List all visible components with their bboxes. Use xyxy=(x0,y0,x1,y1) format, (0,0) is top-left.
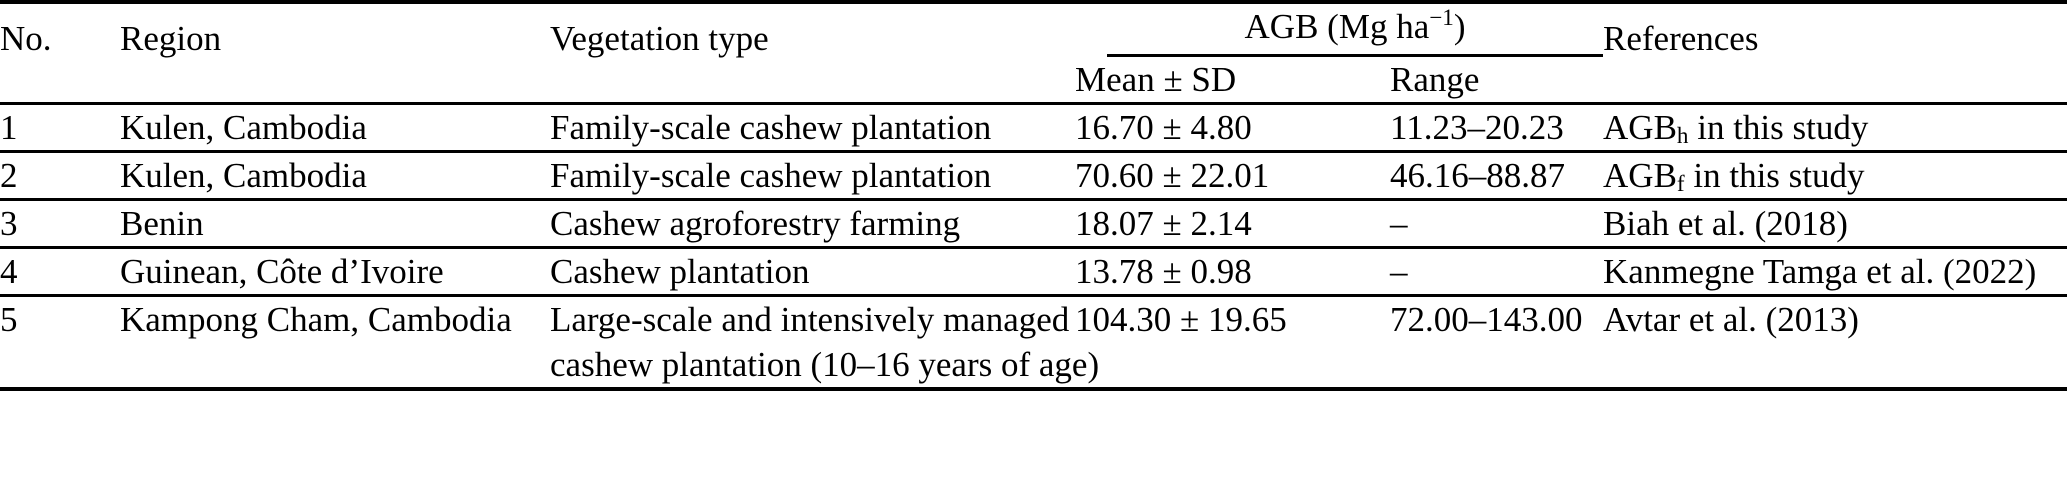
table-row: 2 Kulen, Cambodia Family-scale cashew pl… xyxy=(0,151,2067,200)
cell-reference: Avtar et al. (2013) xyxy=(1603,296,2067,390)
header-vegetation-type: Vegetation type xyxy=(550,19,769,58)
reference-text: AGB xyxy=(1603,108,1677,147)
cell-mean-sd: 104.30 ± 19.65 xyxy=(1075,300,1287,339)
header-row-group: No. Region Vegetation type AGB (Mg ha−1)… xyxy=(0,2,2067,58)
cell-range: – xyxy=(1390,204,1408,243)
reference-text: Biah et al. (2018) xyxy=(1603,204,1848,243)
cell-region: Kampong Cham, Cambodia xyxy=(120,300,512,339)
cell-range: 11.23–20.23 xyxy=(1390,108,1564,147)
vegetation-line: Family-scale cashew plantation xyxy=(550,108,992,147)
header-references: References xyxy=(1603,19,1759,58)
cell-reference: Biah et al. (2018) xyxy=(1603,200,2067,248)
reference-text-suffix: in this study xyxy=(1684,156,1865,195)
agb-comparison-table: No. Region Vegetation type AGB (Mg ha−1)… xyxy=(0,0,2067,391)
cell-range: – xyxy=(1390,252,1408,291)
header-mean-sd: Mean ± SD xyxy=(1075,60,1237,99)
cell-reference: AGBf in this study xyxy=(1603,152,2067,200)
cell-region: Guinean, Côte d’Ivoire xyxy=(120,252,444,291)
header-region: Region xyxy=(120,19,222,58)
header-row-sub: Mean ± SD Range xyxy=(0,57,2067,104)
cell-no: 1 xyxy=(0,108,18,147)
cell-vegetation-type: Family-scale cashew plantation xyxy=(550,152,1075,200)
table-row: 3 Benin Cashew agroforestry farming 18.0… xyxy=(0,199,2067,248)
table-row: 5 Kampong Cham, Cambodia Large-scale and… xyxy=(0,295,2067,390)
cell-mean-sd: 70.60 ± 22.01 xyxy=(1075,156,1270,195)
cell-vegetation-type: Large-scale and intensively managed cashe… xyxy=(550,296,1100,390)
agb-group-label: AGB (Mg ha−1) xyxy=(1107,4,1604,57)
cell-no: 2 xyxy=(0,156,18,195)
cell-no: 5 xyxy=(0,300,18,339)
table-row: 4 Guinean, Côte d’Ivoire Cashew plantati… xyxy=(0,247,2067,296)
table-body: 1 Kulen, Cambodia Family-scale cashew pl… xyxy=(0,104,2067,390)
reference-text: Avtar et al. (2013) xyxy=(1603,300,1859,339)
cell-mean-sd: 16.70 ± 4.80 xyxy=(1075,108,1252,147)
cell-vegetation-type: Family-scale cashew plantation xyxy=(550,104,1075,152)
reference-text-suffix: in this study xyxy=(1688,108,1869,147)
cell-region: Kulen, Cambodia xyxy=(120,156,367,195)
header-agb-group: AGB (Mg ha−1) xyxy=(1075,2,1604,57)
cell-vegetation-type: Cashew plantation xyxy=(550,248,1075,296)
vegetation-line: Cashew agroforestry farming xyxy=(550,204,961,243)
vegetation-line: Large-scale and intensively managed xyxy=(550,300,1070,339)
cell-no: 3 xyxy=(0,204,18,243)
cell-no: 4 xyxy=(0,252,18,291)
vegetation-line: cashew plantation (10–16 years of age) xyxy=(550,345,1100,384)
cell-region: Kulen, Cambodia xyxy=(120,108,367,147)
reference-subscript: h xyxy=(1676,122,1689,149)
reference-text: Kanmegne Tamga et al. (2022) xyxy=(1603,252,2037,291)
table-row: 1 Kulen, Cambodia Family-scale cashew pl… xyxy=(0,104,2067,152)
cell-mean-sd: 13.78 ± 0.98 xyxy=(1075,252,1252,291)
cell-vegetation-type: Cashew agroforestry farming xyxy=(550,200,1075,248)
cell-mean-sd: 18.07 ± 2.14 xyxy=(1075,204,1252,243)
agb-unit-exponent: −1 xyxy=(1429,4,1454,31)
reference-subscript: f xyxy=(1676,170,1685,197)
agb-unit-prefix: AGB (Mg ha xyxy=(1244,7,1430,46)
agb-unit-suffix: ) xyxy=(1453,7,1466,46)
vegetation-line: Family-scale cashew plantation xyxy=(550,156,992,195)
cell-range: 46.16–88.87 xyxy=(1390,156,1565,195)
cell-reference: AGBh in this study xyxy=(1603,104,2067,152)
cell-reference: Kanmegne Tamga et al. (2022) xyxy=(1603,248,2067,296)
cell-range: 72.00–143.00 xyxy=(1390,300,1583,339)
header-range: Range xyxy=(1390,60,1480,99)
table-header: No. Region Vegetation type AGB (Mg ha−1)… xyxy=(0,2,2067,104)
header-no: No. xyxy=(0,19,52,58)
cell-region: Benin xyxy=(120,204,204,243)
vegetation-line: Cashew plantation xyxy=(550,252,810,291)
reference-text: AGB xyxy=(1603,156,1677,195)
